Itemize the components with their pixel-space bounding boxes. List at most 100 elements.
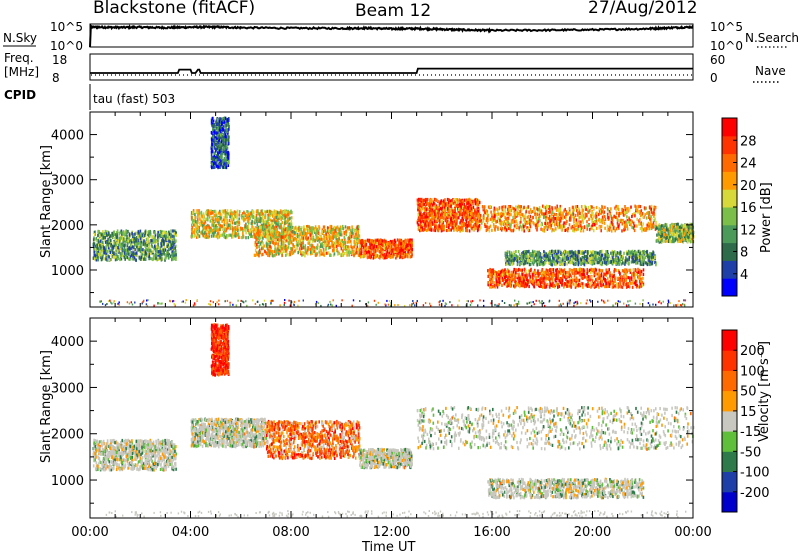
power-echo bbox=[633, 228, 636, 233]
power-echo bbox=[425, 197, 427, 202]
power-echo bbox=[557, 216, 560, 220]
power-echo bbox=[490, 210, 492, 214]
power-echo bbox=[465, 199, 467, 203]
power-echo bbox=[401, 256, 404, 260]
power-echo bbox=[380, 254, 383, 258]
power-echo bbox=[369, 255, 372, 259]
power-echo bbox=[95, 236, 98, 241]
power-echo bbox=[375, 239, 377, 243]
power-echo bbox=[215, 218, 218, 222]
power-echo bbox=[209, 219, 212, 223]
power-echo bbox=[578, 216, 580, 220]
power-echo bbox=[138, 247, 140, 252]
power-echo bbox=[212, 223, 214, 228]
power-echo bbox=[280, 241, 283, 245]
power-echo bbox=[298, 236, 301, 240]
power-echo bbox=[585, 213, 588, 217]
power-echo bbox=[351, 245, 354, 249]
power-echo bbox=[209, 228, 212, 232]
power-echo bbox=[320, 235, 322, 240]
power-echo bbox=[447, 204, 450, 208]
power-echo bbox=[212, 229, 215, 233]
power-echo bbox=[444, 219, 447, 223]
power-echo bbox=[120, 254, 123, 258]
power-echo bbox=[520, 205, 522, 209]
power-echo bbox=[204, 226, 206, 230]
power-echo bbox=[121, 243, 124, 247]
power-echo bbox=[461, 216, 463, 221]
power-echo bbox=[94, 247, 97, 251]
power-echo bbox=[155, 256, 157, 260]
power-echo bbox=[418, 209, 421, 214]
power-echo bbox=[537, 220, 539, 224]
power-echo bbox=[291, 248, 293, 252]
power-echo bbox=[282, 233, 284, 237]
power-echo bbox=[129, 255, 132, 259]
power-echo bbox=[92, 244, 95, 248]
power-echo bbox=[571, 212, 574, 216]
power-echo bbox=[137, 242, 139, 246]
power-echo bbox=[194, 222, 196, 226]
power-echo bbox=[346, 226, 349, 230]
power-echo bbox=[207, 211, 209, 215]
power-echo bbox=[170, 243, 173, 247]
power-echo bbox=[275, 225, 278, 229]
power-echo bbox=[230, 225, 233, 229]
power-echo bbox=[289, 250, 291, 255]
power-echo bbox=[130, 253, 133, 257]
power-echo bbox=[559, 209, 562, 213]
power-echo bbox=[290, 225, 293, 230]
power-echo bbox=[563, 225, 566, 229]
power-echo bbox=[563, 209, 565, 213]
power-echo bbox=[569, 216, 571, 220]
power-echo bbox=[132, 233, 135, 237]
power-echo bbox=[469, 200, 471, 204]
power-echo bbox=[466, 212, 468, 216]
power-echo bbox=[484, 222, 486, 226]
power-echo bbox=[139, 236, 142, 240]
power-echo bbox=[382, 250, 384, 254]
power-echo bbox=[418, 212, 421, 216]
power-echo bbox=[122, 237, 125, 241]
power-echo bbox=[565, 217, 567, 221]
power-echo bbox=[266, 209, 269, 213]
power-echo bbox=[342, 249, 344, 253]
power-echo bbox=[282, 216, 284, 220]
power-echo bbox=[341, 243, 344, 247]
power-echo bbox=[504, 228, 506, 232]
power-echo bbox=[621, 210, 624, 214]
power-echo bbox=[577, 224, 580, 228]
power-echo bbox=[484, 224, 486, 228]
power-echo bbox=[278, 214, 280, 218]
power-echo bbox=[440, 199, 443, 203]
power-echo bbox=[553, 223, 556, 227]
power-echo bbox=[230, 233, 232, 237]
power-echo bbox=[648, 225, 651, 229]
power-echo bbox=[219, 216, 221, 220]
power-echo bbox=[217, 235, 219, 239]
power-echo bbox=[250, 215, 252, 219]
power-echo bbox=[467, 215, 469, 219]
power-echo bbox=[496, 207, 498, 211]
power-echo bbox=[327, 226, 329, 230]
power-echo bbox=[586, 227, 588, 231]
power-echo bbox=[488, 229, 491, 233]
power-echo bbox=[125, 248, 128, 252]
power-echo bbox=[100, 254, 103, 258]
power-echo bbox=[512, 215, 514, 220]
power-echo bbox=[469, 225, 472, 229]
power-echo bbox=[113, 241, 116, 246]
power-echo bbox=[351, 231, 353, 235]
power-echo bbox=[99, 249, 101, 254]
power-echo bbox=[653, 225, 655, 229]
power-echo bbox=[126, 256, 129, 260]
power-echo bbox=[340, 242, 342, 246]
power-echo bbox=[339, 225, 342, 229]
power-echo bbox=[219, 234, 221, 238]
power-echo bbox=[470, 207, 473, 211]
power-echo bbox=[364, 246, 366, 250]
power-echo bbox=[171, 248, 173, 252]
power-echo bbox=[175, 255, 177, 259]
power-echo bbox=[286, 230, 288, 234]
power-echo bbox=[601, 218, 603, 222]
